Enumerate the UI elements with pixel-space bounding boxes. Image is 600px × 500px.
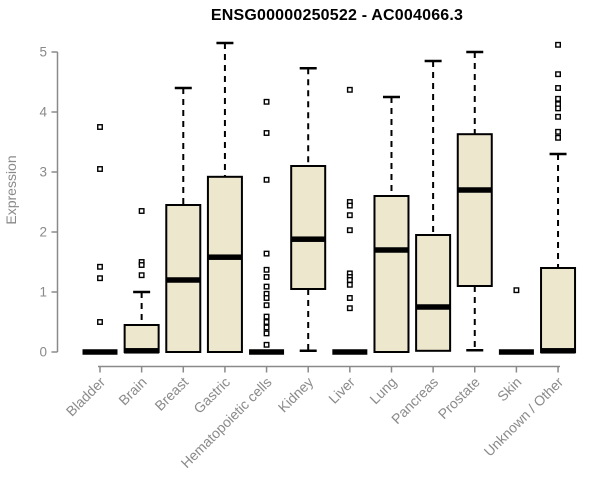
- pancreas-median: [415, 304, 451, 310]
- y-tick-label: 0: [39, 345, 47, 360]
- hematopoietic-cells-outlier: [263, 250, 270, 257]
- liver-outlier: [346, 202, 353, 209]
- unknown-other-median: [540, 348, 576, 354]
- unknown-other-outlier: [555, 134, 561, 141]
- y-tick-label: 4: [39, 105, 47, 120]
- hematopoietic-cells-outlier: [263, 319, 270, 325]
- unknown-other-outlier: [555, 85, 561, 91]
- hematopoietic-cells-outlier: [263, 266, 270, 273]
- hematopoietic-cells-outlier: [263, 274, 270, 280]
- brain-outlier: [138, 262, 145, 268]
- hematopoietic-cells-outlier: [263, 98, 270, 105]
- unknown-other-outlier: [555, 71, 561, 78]
- chart-title: ENSG00000250522 - AC004066.3: [210, 7, 464, 24]
- prostate-box: [456, 133, 493, 287]
- brain-median: [124, 348, 160, 354]
- brain-box: [123, 324, 160, 353]
- unknown-other-outlier: [555, 128, 561, 135]
- kidney-box: [290, 165, 327, 290]
- bladder-median: [82, 349, 118, 355]
- kidney-median: [290, 236, 326, 242]
- unknown-other-outlier: [555, 105, 561, 112]
- x-category-label-brain: Brain: [115, 374, 149, 408]
- liver-outlier: [346, 86, 353, 93]
- bladder-outlier: [97, 275, 103, 282]
- brain-outlier: [138, 208, 145, 214]
- y-tick-label: 2: [39, 225, 47, 240]
- hematopoietic-cells-median: [249, 349, 285, 355]
- x-category-label-unknown-other: Unknown / Other: [481, 374, 567, 460]
- hematopoietic-cells-outlier: [263, 176, 270, 183]
- pancreas-box: [415, 234, 452, 352]
- liver-median: [332, 349, 368, 355]
- hematopoietic-cells-outlier: [263, 283, 270, 290]
- liver-outlier: [346, 227, 353, 234]
- gastric-median: [207, 254, 243, 260]
- hematopoietic-cells-outlier: [263, 302, 270, 309]
- x-category-label-prostate: Prostate: [435, 374, 483, 422]
- x-category-label-skin: Skin: [494, 374, 525, 405]
- hematopoietic-cells-outlier: [263, 330, 270, 337]
- brain-outlier: [138, 272, 145, 279]
- liver-outlier: [346, 281, 353, 288]
- prostate-median: [457, 187, 493, 193]
- liver-outlier: [346, 212, 353, 219]
- hematopoietic-cells-outlier: [263, 313, 270, 320]
- lung-box: [373, 195, 410, 353]
- lung-median: [373, 247, 409, 253]
- bladder-outlier: [97, 124, 103, 130]
- unknown-other-box: [540, 267, 577, 353]
- x-category-label-liver: Liver: [325, 374, 358, 407]
- x-category-label-kidney: Kidney: [275, 374, 317, 416]
- unknown-other-outlier: [555, 113, 561, 120]
- hematopoietic-cells-outlier: [263, 324, 270, 331]
- bladder-outlier: [97, 319, 103, 325]
- hematopoietic-cells-outlier: [263, 295, 270, 301]
- unknown-other-outlier: [555, 41, 561, 48]
- skin-median: [498, 349, 534, 355]
- hematopoietic-cells-outlier: [263, 130, 270, 136]
- liver-outlier: [346, 305, 353, 312]
- gastric-box: [206, 175, 243, 353]
- skin-outlier: [513, 287, 520, 294]
- hematopoietic-cells-outlier: [263, 341, 270, 348]
- bladder-outlier: [97, 166, 103, 172]
- y-tick-label: 5: [39, 45, 47, 60]
- liver-outlier: [346, 277, 353, 283]
- bladder-outlier: [97, 263, 103, 270]
- liver-outlier: [346, 295, 353, 301]
- y-tick-label: 1: [39, 285, 47, 300]
- x-category-label-bladder: Bladder: [63, 374, 109, 420]
- y-tick-label: 3: [39, 165, 47, 180]
- breast-median: [165, 277, 201, 283]
- unknown-other-outlier: [555, 95, 561, 102]
- x-category-label-breast: Breast: [151, 374, 191, 414]
- x-category-label-lung: Lung: [366, 374, 399, 407]
